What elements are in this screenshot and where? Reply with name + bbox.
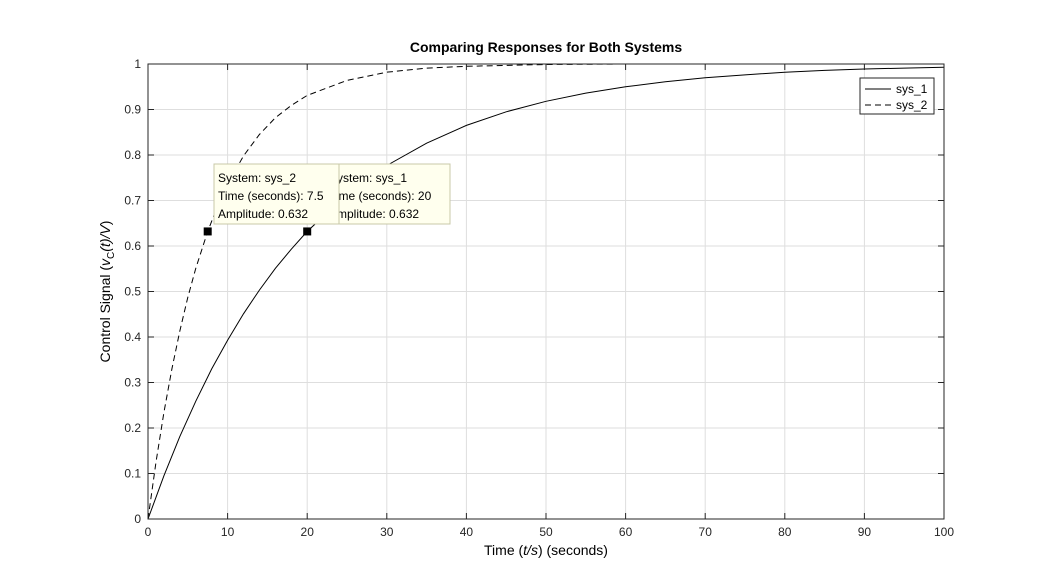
y-axis-label-suffix: )	[97, 221, 113, 226]
x-axis-label-prefix: Time (	[484, 542, 523, 558]
datatip-marker	[203, 227, 212, 236]
datatip-box	[324, 163, 451, 225]
x-axis-label-suffix: ) (seconds)	[538, 542, 608, 558]
datatip-text: Time (seconds): 7.5	[218, 189, 324, 203]
datatip-marker	[303, 227, 312, 236]
y-axis-label-prefix: Control Signal (	[97, 266, 113, 363]
y-tick-label: 1	[134, 57, 141, 71]
x-tick-label: 60	[619, 525, 633, 539]
y-tick-label: 0.6	[124, 239, 141, 253]
x-axis-label-italic: t/s	[523, 542, 538, 558]
legend-box	[859, 77, 935, 115]
x-tick-label: 90	[858, 525, 872, 539]
series-group	[147, 63, 945, 520]
datatip-box	[213, 163, 340, 225]
x-tick-label: 70	[699, 525, 713, 539]
y-axis-label-subscript: C	[106, 252, 117, 259]
y-axis-label-v: v	[97, 258, 113, 266]
datatip-text: Time (seconds): 20	[329, 189, 432, 203]
series-line-sys-2	[147, 63, 944, 520]
ticks: 0 10 20 30 40 50 60 70 80 90 100 0 0.1 0.2 0.3 0.4 0.5 0.…	[124, 57, 954, 539]
y-tick-label: 0.9	[124, 103, 141, 117]
datatip-text: Amplitude: 0.632	[329, 207, 419, 221]
legend: sys_1 sys_2	[859, 77, 935, 115]
x-tick-label: 80	[778, 525, 792, 539]
x-axis-label: Time (t/s) (seconds)	[484, 542, 608, 558]
datatip-markers	[203, 227, 312, 236]
legend-label: sys_1	[896, 82, 928, 96]
y-tick-label: 0.3	[124, 376, 141, 390]
datatip-text: System: sys_1	[329, 171, 407, 185]
datatip-text: System: sys_2	[218, 171, 296, 185]
y-tick-label: 0.7	[124, 194, 141, 208]
y-tick-label: 0	[134, 512, 141, 526]
y-tick-label: 0.1	[124, 467, 141, 481]
y-tick-label: 0.2	[124, 421, 141, 435]
x-tick-label: 50	[539, 525, 553, 539]
y-tick-label: 0.8	[124, 148, 141, 162]
x-tick-label: 40	[460, 525, 474, 539]
x-tick-label: 20	[301, 525, 315, 539]
datatips: System: sys_1 Time (seconds): 20 Amplitude…	[213, 163, 451, 225]
x-tick-label: 30	[380, 525, 394, 539]
x-tick-label: 100	[934, 525, 954, 539]
series-line-sys-1	[147, 66, 945, 520]
legend-label: sys_2	[896, 98, 928, 112]
x-tick-label: 0	[145, 525, 152, 539]
y-tick-label: 0.4	[124, 330, 141, 344]
x-tick-label: 10	[221, 525, 235, 539]
chart-title: Comparing Responses for Both Systems	[410, 39, 682, 55]
y-tick-label: 0.5	[124, 285, 141, 299]
datatip-text: Amplitude: 0.632	[218, 207, 308, 221]
y-axis-label: Control Signal (vC(t)/V)	[97, 221, 117, 363]
y-axis-label-t: (t)/V	[97, 224, 113, 252]
